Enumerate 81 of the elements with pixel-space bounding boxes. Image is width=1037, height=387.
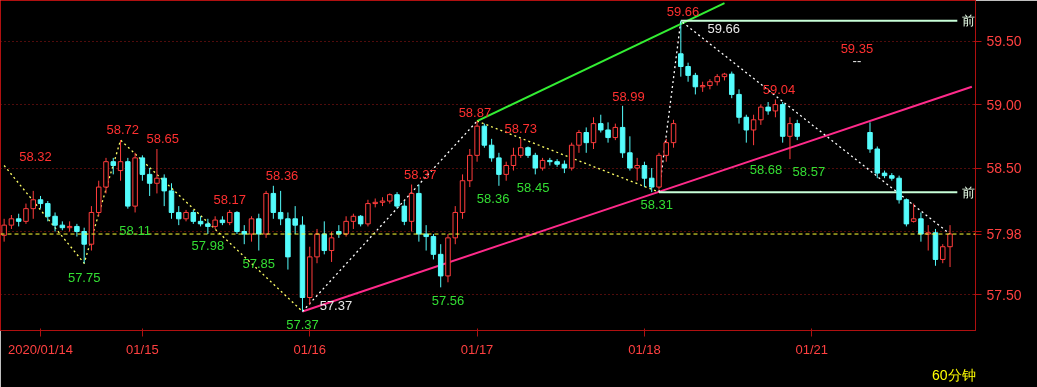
annotation: 58.65 [146, 131, 180, 147]
candlestick [176, 205, 182, 226]
candlestick [481, 123, 488, 149]
x-tick-label: 2020/01/14 [7, 341, 74, 357]
annotation: 58.11 [119, 222, 151, 238]
ref-line-label: 57.98 [986, 226, 1022, 243]
candlestick [168, 182, 175, 220]
candlestick [45, 200, 51, 222]
candlestick [154, 148, 160, 194]
annotation: 59.04 [762, 81, 796, 97]
annotation: 59.66 [666, 4, 700, 20]
candlestick [918, 211, 924, 243]
candlestick [634, 157, 640, 182]
annotation: 57.56 [431, 292, 465, 308]
x-tick-label: 01/21 [795, 341, 829, 357]
annotation: 58.68 [749, 161, 783, 177]
text: 60分钟 [931, 366, 976, 383]
annotation: 57.98 [191, 237, 225, 253]
candlestick [867, 121, 873, 154]
annotation: 58.73 [504, 121, 538, 137]
candlestick [146, 167, 153, 197]
candlestick [750, 114, 757, 146]
candlestick [314, 228, 320, 264]
x-tick-label: 01/17 [460, 341, 494, 357]
annotation: 58.31 [640, 197, 674, 213]
candlestick [270, 185, 277, 220]
x-tick-label: 01/18 [628, 341, 661, 357]
annotation: 57.85 [242, 255, 276, 271]
candlestick [256, 213, 262, 252]
candlestick [663, 138, 670, 163]
candlestick [648, 167, 655, 193]
candlestick [161, 173, 167, 207]
annotation: 58.87 [458, 104, 492, 120]
candlestick [896, 175, 902, 205]
candlestick [343, 215, 349, 238]
annotation: 57.37 [319, 297, 353, 313]
candlestick [423, 224, 429, 252]
candlestick [510, 147, 517, 172]
candlestick [437, 243, 444, 288]
annotation: 58.72 [106, 122, 140, 138]
candlestick [590, 116, 597, 150]
annotation: 58.36 [476, 191, 510, 206]
annotation: 58.32 [19, 149, 52, 165]
candlestick [248, 215, 255, 243]
candlestick [321, 220, 328, 255]
candlestick [205, 218, 211, 235]
candlestick [910, 203, 917, 224]
candlestick [787, 116, 793, 160]
annotation: 58.99 [612, 89, 645, 105]
candlestick [503, 161, 509, 182]
annotation: 58.17 [213, 192, 246, 208]
candlestick [765, 101, 771, 116]
candlestick [117, 139, 124, 182]
candlestick [794, 119, 800, 141]
y-tick-label: 59.00 [986, 96, 1022, 113]
candlestick [328, 231, 335, 263]
annotation: 58.37 [404, 166, 437, 182]
candlestick [758, 104, 764, 126]
candlestick [641, 161, 648, 188]
annotation: 59.66 [707, 20, 741, 36]
candlestick [947, 224, 953, 268]
y-tick-label: 58.50 [986, 160, 1022, 177]
candlestick [940, 243, 946, 264]
annotation: 57.37 [286, 316, 319, 332]
x-tick-label: 01/15 [126, 341, 159, 357]
candlestick [139, 154, 146, 182]
x-tick-label: 01/16 [293, 341, 327, 357]
annotation: 前 [961, 13, 975, 29]
candlestick [670, 119, 677, 149]
candlestick [430, 233, 437, 260]
candlestick [517, 138, 524, 159]
candlestick [583, 126, 589, 154]
annotation: 58.36 [265, 168, 299, 184]
candlestick [605, 121, 611, 144]
annotation: 前 [961, 184, 975, 200]
annotation: 57.75 [67, 269, 101, 285]
annotation: 58.57 [792, 164, 826, 180]
annotation: 58.45 [516, 179, 550, 195]
y-tick-label: 59.50 [986, 33, 1022, 50]
candlestick [66, 220, 73, 232]
y-tick-label: 57.50 [986, 286, 1022, 303]
